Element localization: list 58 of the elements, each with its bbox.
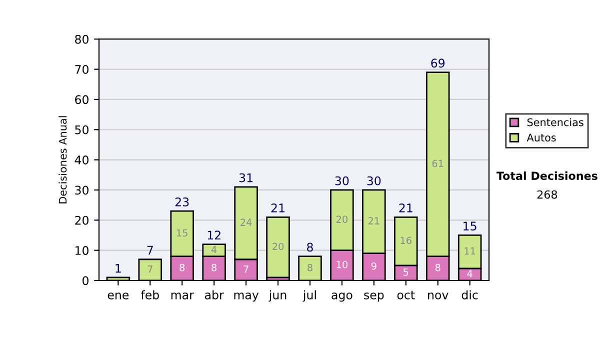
data-label: 24	[240, 218, 252, 226]
total-label: 31	[239, 173, 252, 182]
data-label: 7	[148, 266, 152, 273]
x-tick-label: jun	[268, 290, 286, 302]
total-label: 21	[271, 204, 284, 212]
bar	[266, 216, 290, 278]
x-tick-label: ene	[108, 292, 129, 300]
data-label: 20	[272, 242, 284, 250]
data-label: 9	[371, 262, 376, 270]
total-label: 30	[367, 176, 381, 186]
x-tick-label: mar	[171, 292, 194, 300]
total-label: 1	[116, 264, 121, 273]
x-tick-label: ago	[332, 292, 352, 302]
data-label: 15	[176, 229, 188, 237]
y-tick-label: 20	[75, 216, 88, 225]
data-label: 11	[464, 247, 476, 255]
y-tick-label: 80	[75, 34, 88, 44]
x-tick-label: oct	[397, 290, 415, 300]
x-tick-label: dic	[462, 290, 478, 300]
data-label: 8	[308, 264, 312, 272]
total-label: 7	[147, 246, 153, 255]
data-label: 8	[435, 264, 440, 272]
total-label: 21	[399, 204, 412, 212]
y-tick-label: 50	[75, 125, 88, 134]
data-label: 8	[180, 264, 185, 272]
x-tick-label: may	[234, 292, 259, 302]
legend-label: Sentencias	[527, 118, 584, 126]
text: 268	[537, 190, 558, 199]
text: Total Decisiones	[496, 171, 598, 180]
total-label: 8	[307, 242, 313, 252]
total-label: 30	[335, 176, 349, 186]
total-label: 15	[464, 222, 476, 231]
x-tick-label: sep	[364, 292, 384, 302]
data-label: 4	[211, 246, 217, 254]
data-label: 4	[467, 270, 472, 278]
total-label: 23	[175, 197, 189, 206]
legend-label: Autos	[526, 134, 556, 142]
y-axis-title: Decisiones Anual	[58, 116, 67, 204]
data-label: 20	[336, 216, 348, 223]
y-tick-label: 0	[82, 276, 88, 286]
data-label: 21	[368, 217, 380, 224]
data-label: 16	[400, 236, 412, 244]
y-tick-label: 40	[74, 156, 88, 164]
y-tick-label: 70	[75, 65, 88, 74]
x-tick-label: jul	[302, 290, 316, 302]
x-tick-label: nov	[428, 292, 448, 300]
y-tick-label: 10	[76, 246, 88, 255]
data-label: 10	[336, 260, 348, 268]
data-label: 8	[212, 264, 217, 272]
x-tick-label: abr	[205, 290, 224, 300]
data-label: 61	[432, 160, 444, 168]
data-label: 7	[244, 266, 248, 273]
y-tick-label: 30	[75, 186, 88, 195]
total-label: 69	[431, 58, 445, 68]
data-label: 5	[404, 268, 408, 276]
total-label: 12	[208, 230, 220, 240]
y-tick-label: 60	[75, 95, 88, 104]
x-tick-label: feb	[140, 290, 159, 300]
